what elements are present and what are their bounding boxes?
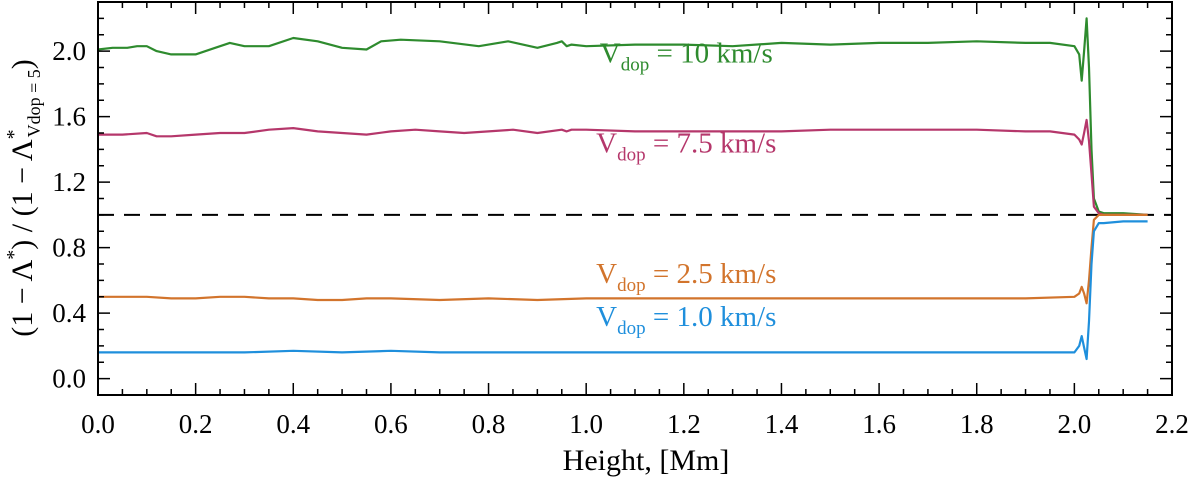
x-tick-label: 1.2 xyxy=(667,409,701,439)
series-label-main-0: V xyxy=(600,38,621,70)
series-label-rest-0: = 10 km/s xyxy=(649,38,773,70)
x-tick-label: 0.2 xyxy=(179,409,213,439)
series-label-sub-0: dop xyxy=(621,55,650,76)
y-axis-title-denominator-close: ) xyxy=(6,59,39,69)
series-label-1: Vdop = 7.5 km/s xyxy=(596,128,776,166)
series-label-sub-2: dop xyxy=(617,275,646,296)
series-line-0 xyxy=(97,17,1148,216)
y-axis-title-denominator-sup: * xyxy=(3,129,25,139)
x-tick-label: 0.0 xyxy=(81,409,115,439)
series-label-2: Vdop = 2.5 km/s xyxy=(596,258,776,296)
y-axis-title-numerator-sup: * xyxy=(3,250,25,260)
y-tick-label: 2.0 xyxy=(52,36,86,66)
axes: 0.0 0.2 0.4 0.6 0.8 1.0 1.2 1.4 1.6 1.8 2.0 2.2 0.0 0… xyxy=(52,1,1189,439)
series-label-rest-3: = 1.0 km/s xyxy=(646,301,777,333)
series-label-main-3: V xyxy=(596,301,617,333)
y-tick-label: 0.0 xyxy=(52,364,86,394)
series-line-2 xyxy=(98,213,1148,305)
series-label-rest-1: = 7.5 km/s xyxy=(646,128,777,160)
series-label-sub-1: dop xyxy=(617,145,646,166)
series-label-main-2: V xyxy=(596,258,617,290)
series-label-0: Vdop = 10 km/s xyxy=(600,38,773,76)
series-label-main-1: V xyxy=(596,128,617,160)
y-axis-title-denominator-sub: Vdop = 5 xyxy=(24,69,44,137)
y-axis-title-numerator: (1 − Λ xyxy=(6,260,39,337)
y-axis-title: (1 − Λ*) / (1 − Λ*Vdop = 5) xyxy=(3,59,44,337)
x-axis-title: Height, [Mm] xyxy=(563,444,730,477)
series-line-3 xyxy=(98,220,1148,361)
x-tick-label: 1.4 xyxy=(765,409,799,439)
x-tick-label: 1.6 xyxy=(862,409,896,439)
x-tick-label: 1.0 xyxy=(569,409,603,439)
y-tick-label: 1.2 xyxy=(52,167,86,197)
x-tick-label: 2.0 xyxy=(1057,409,1091,439)
series-line-1 xyxy=(98,118,1148,216)
y-tick-label: 1.6 xyxy=(52,102,86,132)
series-label-3: Vdop = 1.0 km/s xyxy=(596,301,776,339)
y-axis-title-numerator-close: ) / (1 − Λ xyxy=(6,139,39,250)
y-tick-label: 0.8 xyxy=(52,233,86,263)
x-tick-label: 1.8 xyxy=(960,409,994,439)
series-label-rest-2: = 2.5 km/s xyxy=(646,258,777,290)
x-tick-label: 2.2 xyxy=(1155,409,1189,439)
series-label-sub-3: dop xyxy=(617,318,646,339)
x-tick-label: 0.4 xyxy=(276,409,310,439)
y-tick-label: 0.4 xyxy=(52,298,86,328)
x-tick-label: 0.6 xyxy=(374,409,408,439)
x-tick-label: 0.8 xyxy=(472,409,506,439)
